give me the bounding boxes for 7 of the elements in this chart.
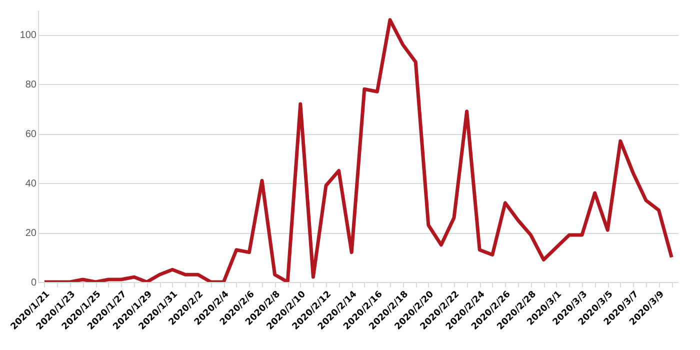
y-tick-label: 40 xyxy=(25,178,37,190)
y-tick-label: 80 xyxy=(25,80,37,91)
y-tick-label: 20 xyxy=(25,228,37,240)
y-tick-label: 60 xyxy=(25,129,37,140)
line-series xyxy=(42,18,674,282)
y-tick-label: 0 xyxy=(30,278,37,288)
y-tick-label: 100 xyxy=(20,30,37,42)
